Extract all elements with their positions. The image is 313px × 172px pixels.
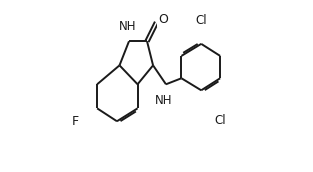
Text: O: O bbox=[158, 13, 168, 26]
Text: Cl: Cl bbox=[214, 114, 226, 127]
Text: F: F bbox=[72, 115, 79, 128]
Text: NH: NH bbox=[155, 94, 173, 107]
Text: Cl: Cl bbox=[195, 14, 207, 27]
Text: NH: NH bbox=[119, 20, 136, 33]
